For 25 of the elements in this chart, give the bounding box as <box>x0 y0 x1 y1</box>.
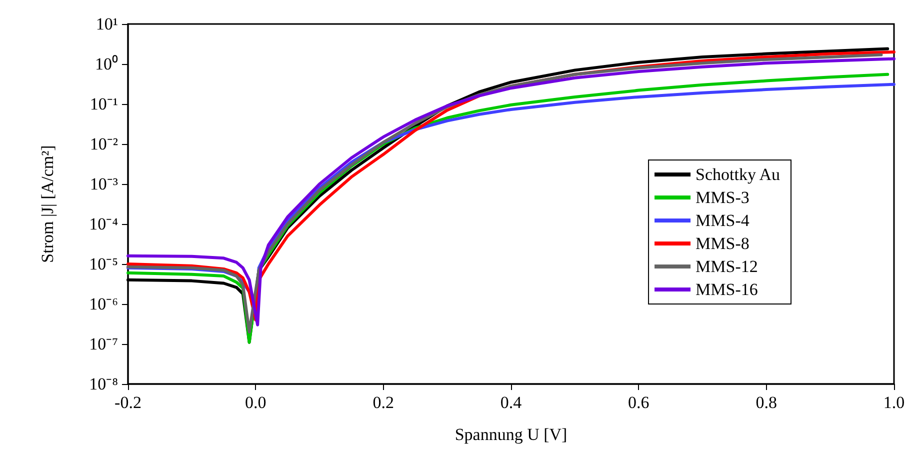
legend-label: MMS-8 <box>696 234 750 253</box>
x-tick-label: 0.4 <box>500 393 522 412</box>
x-tick-label: -0.2 <box>114 393 142 412</box>
legend-label: MMS-16 <box>696 280 758 299</box>
y-tick-label: 10⁰ <box>95 54 118 74</box>
legend-label: MMS-4 <box>696 211 750 230</box>
legend-label: MMS-3 <box>696 188 750 207</box>
x-tick-label: 0.2 <box>372 393 394 412</box>
y-tick-label: 10⁻² <box>90 134 118 154</box>
y-tick-label: 10⁻⁵ <box>89 254 118 274</box>
x-tick-label: 0.0 <box>245 393 266 412</box>
y-tick-label: 10⁻⁴ <box>89 214 118 234</box>
x-tick-label: 1.0 <box>883 393 905 412</box>
x-tick-label: 0.6 <box>628 393 650 412</box>
legend-label: MMS-12 <box>696 257 758 276</box>
y-tick-label: 10⁻³ <box>90 174 118 194</box>
x-tick-label: 0.8 <box>756 393 777 412</box>
y-tick-label: 10⁻⁸ <box>89 374 118 394</box>
y-tick-label: 10⁻¹ <box>90 94 118 114</box>
y-tick-label: 10¹ <box>96 14 118 34</box>
y-axis-title: Strom |J| [A/cm²] <box>38 145 57 263</box>
y-tick-label: 10⁻⁷ <box>89 334 118 354</box>
x-axis-title: Spannung U [V] <box>454 425 568 444</box>
legend-label: Schottky Au <box>696 165 781 184</box>
y-tick-label: 10⁻⁶ <box>89 294 118 314</box>
